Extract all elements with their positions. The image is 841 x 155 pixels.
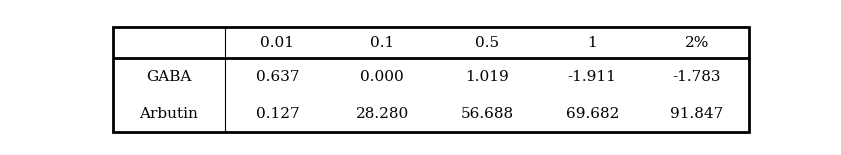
Text: 1: 1 xyxy=(587,36,597,50)
Text: 2%: 2% xyxy=(685,36,709,50)
Text: 0.000: 0.000 xyxy=(361,70,405,84)
Text: 28.280: 28.280 xyxy=(356,107,409,121)
Text: 1.019: 1.019 xyxy=(465,70,509,84)
Text: 0.127: 0.127 xyxy=(256,107,299,121)
Text: -1.911: -1.911 xyxy=(568,70,616,84)
Text: Arbutin: Arbutin xyxy=(140,107,198,121)
Text: 0.01: 0.01 xyxy=(261,36,294,50)
Text: 69.682: 69.682 xyxy=(566,107,619,121)
Bar xyxy=(113,27,749,132)
Text: 56.688: 56.688 xyxy=(461,107,514,121)
Text: 0.5: 0.5 xyxy=(475,36,500,50)
Text: GABA: GABA xyxy=(146,70,192,84)
Text: 0.637: 0.637 xyxy=(256,70,299,84)
Text: 0.1: 0.1 xyxy=(370,36,394,50)
Text: -1.783: -1.783 xyxy=(673,70,722,84)
Text: 91.847: 91.847 xyxy=(670,107,723,121)
